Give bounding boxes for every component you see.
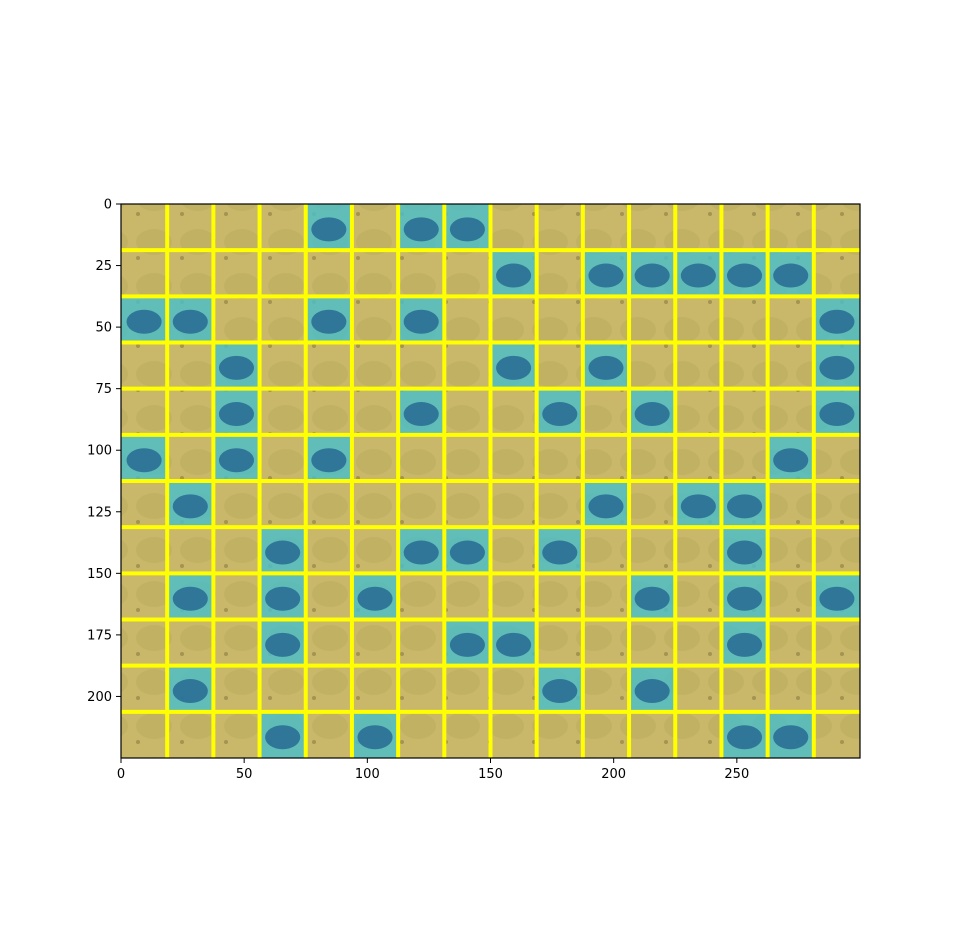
cell-nucleus bbox=[219, 402, 254, 426]
cell-nucleus bbox=[127, 310, 162, 334]
cell-nucleus bbox=[311, 310, 346, 334]
cell-nucleus bbox=[496, 356, 531, 380]
cell-nucleus bbox=[265, 725, 300, 749]
x-tick-label: 250 bbox=[724, 767, 749, 782]
cell-nucleus bbox=[357, 725, 392, 749]
x-tick-label: 100 bbox=[355, 767, 380, 782]
cell-nucleus bbox=[265, 587, 300, 611]
cell-nucleus bbox=[265, 633, 300, 657]
cell-nucleus bbox=[819, 356, 854, 380]
cell-nucleus bbox=[542, 679, 577, 703]
cell-nucleus bbox=[773, 448, 808, 472]
cell-nucleus bbox=[727, 587, 762, 611]
cell-nucleus bbox=[727, 264, 762, 288]
y-tick-label: 200 bbox=[87, 690, 112, 705]
cell-nucleus bbox=[404, 217, 439, 241]
cell-nucleus bbox=[450, 217, 485, 241]
cell-nucleus bbox=[173, 310, 208, 334]
cell-nucleus bbox=[588, 494, 623, 518]
cell-nucleus bbox=[173, 494, 208, 518]
cell-nucleus bbox=[773, 725, 808, 749]
cell-nucleus bbox=[219, 448, 254, 472]
cell-nucleus bbox=[173, 587, 208, 611]
y-tick-label: 175 bbox=[87, 628, 112, 643]
cell-nucleus bbox=[635, 264, 670, 288]
y-tick-label: 150 bbox=[87, 567, 112, 582]
cell-nucleus bbox=[496, 264, 531, 288]
cell-nucleus bbox=[173, 679, 208, 703]
cell-nucleus bbox=[311, 217, 346, 241]
cell-nucleus bbox=[450, 633, 485, 657]
cell-nucleus bbox=[542, 541, 577, 565]
y-tick-label: 125 bbox=[87, 505, 112, 520]
cell-nucleus bbox=[496, 633, 531, 657]
cell-nucleus bbox=[450, 541, 485, 565]
cell-nucleus bbox=[404, 402, 439, 426]
cell-nucleus bbox=[727, 633, 762, 657]
cell-nucleus bbox=[127, 448, 162, 472]
x-tick-label: 150 bbox=[478, 767, 503, 782]
cell-nucleus bbox=[635, 587, 670, 611]
cell-nucleus bbox=[311, 448, 346, 472]
cell-nucleus bbox=[404, 541, 439, 565]
x-tick-label: 0 bbox=[117, 767, 125, 782]
y-tick-label: 75 bbox=[95, 382, 112, 397]
y-tick-label: 50 bbox=[95, 321, 112, 336]
cell-nucleus bbox=[819, 587, 854, 611]
cell-nucleus bbox=[265, 541, 300, 565]
cell-nucleus bbox=[542, 402, 577, 426]
cell-nucleus bbox=[588, 356, 623, 380]
cell-nucleus bbox=[681, 264, 716, 288]
y-tick-label: 0 bbox=[104, 198, 112, 213]
cell-nucleus bbox=[404, 310, 439, 334]
cell-nucleus bbox=[635, 679, 670, 703]
cell-nucleus bbox=[727, 541, 762, 565]
cell-nucleus bbox=[819, 402, 854, 426]
cell-nucleus bbox=[357, 587, 392, 611]
plot-area bbox=[121, 204, 860, 758]
cell-nucleus bbox=[588, 264, 623, 288]
cell-nucleus bbox=[681, 494, 716, 518]
cell-nucleus bbox=[773, 264, 808, 288]
x-tick-label: 200 bbox=[601, 767, 626, 782]
cell-nucleus bbox=[727, 494, 762, 518]
cell-nucleus bbox=[727, 725, 762, 749]
cell-nucleus bbox=[819, 310, 854, 334]
cell-nucleus bbox=[219, 356, 254, 380]
cell-nucleus bbox=[635, 402, 670, 426]
y-tick-label: 25 bbox=[95, 259, 112, 274]
x-tick-label: 50 bbox=[236, 767, 253, 782]
y-tick-label: 100 bbox=[87, 444, 112, 459]
